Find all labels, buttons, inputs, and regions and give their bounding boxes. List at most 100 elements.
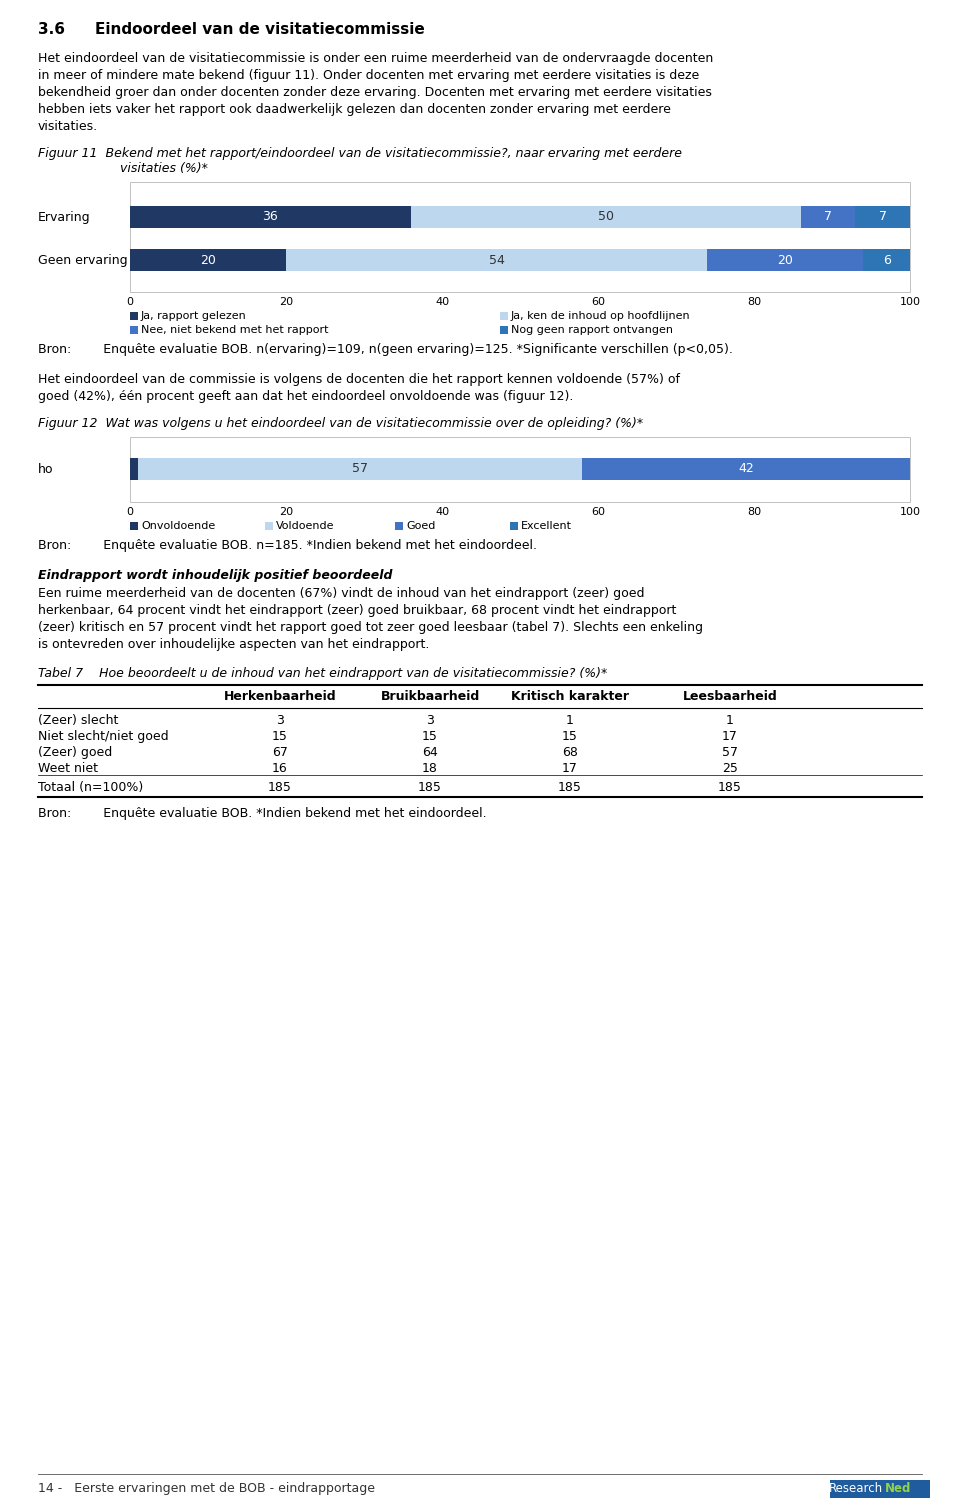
Text: Figuur 11  Bekend met het rapport/eindoordeel van de visitatiecommissie?, naar e: Figuur 11 Bekend met het rapport/eindoor… xyxy=(38,146,682,160)
Bar xyxy=(830,1480,930,1498)
Text: 185: 185 xyxy=(718,781,742,794)
Text: Ja, ken de inhoud op hoofdlijnen: Ja, ken de inhoud op hoofdlijnen xyxy=(511,311,690,322)
Text: 54: 54 xyxy=(489,254,505,266)
Text: 16: 16 xyxy=(272,763,288,775)
Text: Voldoende: Voldoende xyxy=(276,521,334,532)
Text: (Zeer) slecht: (Zeer) slecht xyxy=(38,714,118,726)
Bar xyxy=(286,249,708,270)
Text: visitaties.: visitaties. xyxy=(38,119,98,133)
Text: 36: 36 xyxy=(262,210,278,223)
Text: bekendheid groer dan onder docenten zonder deze ervaring. Docenten met ervaring : bekendheid groer dan onder docenten zond… xyxy=(38,86,712,100)
Text: 6: 6 xyxy=(882,254,891,266)
Text: 14 -   Eerste ervaringen met de BOB - eindrapportage: 14 - Eerste ervaringen met de BOB - eind… xyxy=(38,1481,375,1495)
Bar xyxy=(855,205,910,228)
Text: is ontevreden over inhoudelijke aspecten van het eindrapport.: is ontevreden over inhoudelijke aspecten… xyxy=(38,639,429,651)
Bar xyxy=(130,326,138,334)
Bar xyxy=(130,522,138,530)
Text: 60: 60 xyxy=(591,297,605,307)
Text: Bruikbaarheid: Bruikbaarheid xyxy=(380,690,480,704)
Text: Ned: Ned xyxy=(885,1483,911,1495)
Text: 20: 20 xyxy=(279,507,293,516)
Text: Eindoordeel van de visitatiecommissie: Eindoordeel van de visitatiecommissie xyxy=(95,23,424,38)
Text: Nee, niet bekend met het rapport: Nee, niet bekend met het rapport xyxy=(141,325,328,335)
Text: 25: 25 xyxy=(722,763,738,775)
Text: Het eindoordeel van de commissie is volgens de docenten die het rapport kennen v: Het eindoordeel van de commissie is volg… xyxy=(38,373,680,387)
Text: in meer of mindere mate bekend (figuur 11). Onder docenten met ervaring met eerd: in meer of mindere mate bekend (figuur 1… xyxy=(38,69,699,82)
Text: Ja, rapport gelezen: Ja, rapport gelezen xyxy=(141,311,247,322)
Bar xyxy=(130,183,910,291)
Text: 15: 15 xyxy=(272,729,288,743)
Text: 17: 17 xyxy=(562,763,578,775)
Bar xyxy=(130,249,286,270)
Text: 17: 17 xyxy=(722,729,738,743)
Text: Totaal (n=100%): Totaal (n=100%) xyxy=(38,781,143,794)
Text: 15: 15 xyxy=(562,729,578,743)
Bar xyxy=(510,522,518,530)
Text: 60: 60 xyxy=(591,507,605,516)
Text: Geen ervaring: Geen ervaring xyxy=(38,254,128,267)
Text: Eindrapport wordt inhoudelijk positief beoordeeld: Eindrapport wordt inhoudelijk positief b… xyxy=(38,569,393,581)
Text: Weet niet: Weet niet xyxy=(38,763,98,775)
Text: Nog geen rapport ontvangen: Nog geen rapport ontvangen xyxy=(511,325,673,335)
Text: 0: 0 xyxy=(127,297,133,307)
Text: Niet slecht/niet goed: Niet slecht/niet goed xyxy=(38,729,169,743)
Text: Excellent: Excellent xyxy=(521,521,572,532)
Text: 7: 7 xyxy=(878,210,887,223)
Text: 80: 80 xyxy=(747,507,761,516)
Text: 42: 42 xyxy=(738,462,754,476)
Text: 64: 64 xyxy=(422,746,438,760)
Text: 40: 40 xyxy=(435,507,449,516)
Bar xyxy=(265,522,273,530)
Text: ho: ho xyxy=(38,464,54,476)
Bar xyxy=(130,436,910,501)
Text: 185: 185 xyxy=(558,781,582,794)
Text: 20: 20 xyxy=(200,254,216,266)
Bar xyxy=(138,458,583,480)
Bar xyxy=(708,249,863,270)
Text: 3: 3 xyxy=(276,714,284,726)
Text: Figuur 12  Wat was volgens u het eindoordeel van de visitatiecommissie over de o: Figuur 12 Wat was volgens u het eindoord… xyxy=(38,417,643,430)
Text: Tabel 7    Hoe beoordeelt u de inhoud van het eindrapport van de visitatiecommis: Tabel 7 Hoe beoordeelt u de inhoud van h… xyxy=(38,667,608,680)
Text: Bron:        Enquête evaluatie BOB. *Indien bekend met het eindoordeel.: Bron: Enquête evaluatie BOB. *Indien bek… xyxy=(38,806,487,820)
Text: 3.6: 3.6 xyxy=(38,23,65,38)
Bar xyxy=(500,326,508,334)
Text: 1: 1 xyxy=(726,714,734,726)
Text: Research: Research xyxy=(828,1483,883,1495)
Text: 185: 185 xyxy=(418,781,442,794)
Text: Het eindoordeel van de visitatiecommissie is onder een ruime meerderheid van de : Het eindoordeel van de visitatiecommissi… xyxy=(38,51,713,65)
Bar xyxy=(801,205,855,228)
Text: Ervaring: Ervaring xyxy=(38,211,90,223)
Bar xyxy=(411,205,801,228)
Text: (zeer) kritisch en 57 procent vindt het rapport goed tot zeer goed leesbaar (tab: (zeer) kritisch en 57 procent vindt het … xyxy=(38,621,703,634)
Text: 185: 185 xyxy=(268,781,292,794)
Text: 80: 80 xyxy=(747,297,761,307)
Text: 57: 57 xyxy=(352,462,368,476)
Text: 20: 20 xyxy=(778,254,793,266)
Bar xyxy=(863,249,910,270)
Text: Leesbaarheid: Leesbaarheid xyxy=(683,690,778,704)
Text: 40: 40 xyxy=(435,297,449,307)
Text: Kritisch karakter: Kritisch karakter xyxy=(511,690,629,704)
Text: Bron:        Enquête evaluatie BOB. n(ervaring)=109, n(geen ervaring)=125. *Sign: Bron: Enquête evaluatie BOB. n(ervaring)… xyxy=(38,343,732,356)
Text: goed (42%), één procent geeft aan dat het eindoordeel onvoldoende was (figuur 12: goed (42%), één procent geeft aan dat he… xyxy=(38,390,573,403)
Text: 0: 0 xyxy=(127,507,133,516)
Text: 50: 50 xyxy=(598,210,613,223)
Bar xyxy=(395,522,403,530)
Text: 7: 7 xyxy=(824,210,832,223)
Text: (Zeer) goed: (Zeer) goed xyxy=(38,746,112,760)
Text: 100: 100 xyxy=(900,507,921,516)
Bar xyxy=(130,205,411,228)
Text: 18: 18 xyxy=(422,763,438,775)
Text: Herkenbaarheid: Herkenbaarheid xyxy=(224,690,336,704)
Text: Een ruime meerderheid van de docenten (67%) vindt de inhoud van het eindrapport : Een ruime meerderheid van de docenten (6… xyxy=(38,587,644,599)
Text: Onvoldoende: Onvoldoende xyxy=(141,521,215,532)
Text: Bron:        Enquête evaluatie BOB. n=185. *Indien bekend met het eindoordeel.: Bron: Enquête evaluatie BOB. n=185. *Ind… xyxy=(38,539,537,553)
Text: Goed: Goed xyxy=(406,521,436,532)
Text: 67: 67 xyxy=(272,746,288,760)
Bar xyxy=(583,458,910,480)
Text: 100: 100 xyxy=(900,297,921,307)
Bar xyxy=(130,458,138,480)
Text: hebben iets vaker het rapport ook daadwerkelijk gelezen dan docenten zonder erva: hebben iets vaker het rapport ook daadwe… xyxy=(38,103,671,116)
Text: 20: 20 xyxy=(279,297,293,307)
Text: 68: 68 xyxy=(562,746,578,760)
